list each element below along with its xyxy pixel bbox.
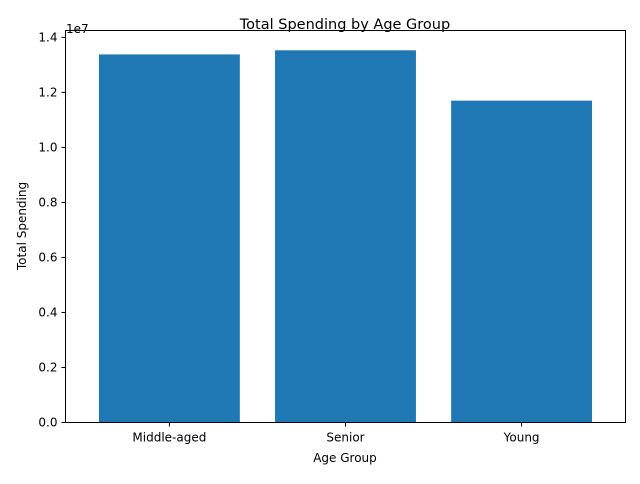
plot-frame <box>65 30 626 423</box>
chart-title: Total Spending by Age Group <box>239 17 450 33</box>
y-tick-label: 0.4 <box>38 305 57 319</box>
y-axis-label: Total Spending <box>15 182 29 271</box>
x-axis-label: Age Group <box>313 451 377 465</box>
y-tick-label: 0.6 <box>38 250 57 264</box>
x-tick-label: Middle-aged <box>132 431 206 445</box>
bar-senior <box>275 50 416 423</box>
y-axis-ticks: 0.0 0.2 0.4 0.6 0.8 1.0 1.2 1.4 <box>38 30 66 430</box>
bars-group <box>98 50 593 423</box>
y-tick-label: 0.0 <box>38 416 57 430</box>
x-tick-label: Young <box>503 431 540 445</box>
x-axis-ticks: Middle-aged Senior Young <box>132 422 540 445</box>
y-offset-label: 1e7 <box>66 22 89 36</box>
bar-middle-aged <box>98 54 240 423</box>
x-tick-label: Senior <box>326 431 364 445</box>
y-tick-label: 1.4 <box>38 30 57 44</box>
y-tick-label: 1.2 <box>38 85 57 99</box>
y-tick-label: 1.0 <box>38 140 57 154</box>
y-tick-label: 0.2 <box>38 360 57 374</box>
y-tick-label: 0.8 <box>38 195 57 209</box>
bar-young <box>451 100 593 423</box>
